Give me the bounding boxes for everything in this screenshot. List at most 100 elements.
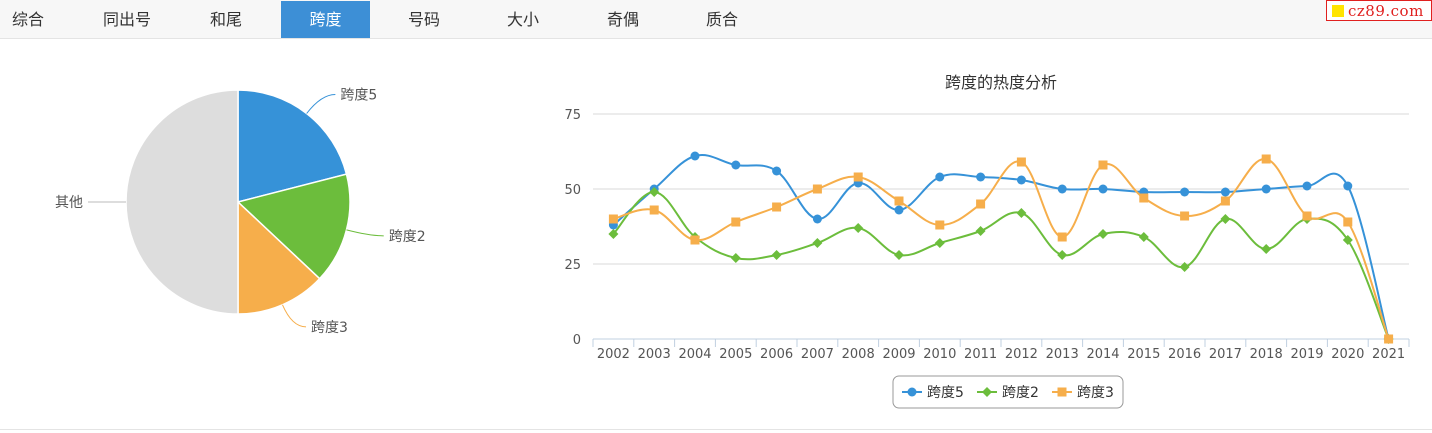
series-1-point-12[interactable] xyxy=(1098,229,1108,239)
pie-slice-2[interactable] xyxy=(237,200,321,315)
series-2-point-13[interactable] xyxy=(1139,193,1149,203)
x-tick-label-10: 2012 xyxy=(1005,347,1038,362)
series-2-point-18[interactable] xyxy=(1343,217,1353,227)
series-2-point-12[interactable] xyxy=(1098,160,1108,170)
series-line-2 xyxy=(613,157,1390,340)
tab-odd-even[interactable]: 奇偶 xyxy=(606,10,639,29)
series-1-point-0[interactable] xyxy=(608,229,619,239)
series-2-point-0[interactable] xyxy=(608,214,618,224)
tab-overview[interactable]: 综合 xyxy=(11,10,44,29)
pie-slice-3[interactable] xyxy=(125,89,239,315)
series-1-point-18[interactable] xyxy=(1342,235,1353,245)
line-chart-title: 跨度的热度分析 xyxy=(945,73,1057,92)
line-chart: 跨度的热度分析 0 25 50 75 2002 2003 2004 2005 2006 2007 20… xyxy=(564,73,1410,409)
series-1-point-14[interactable] xyxy=(1179,262,1190,272)
series-1-point-16[interactable] xyxy=(1261,244,1272,254)
series-2-point-7[interactable] xyxy=(894,196,904,206)
legend-marker-2[interactable] xyxy=(1057,387,1067,397)
pie-slice-1[interactable] xyxy=(236,173,351,280)
legend-marker-0[interactable] xyxy=(907,387,917,397)
brand-logo[interactable]: cz89.com xyxy=(1326,0,1432,21)
series-0-point-18[interactable] xyxy=(1343,181,1353,191)
series-1-point-5[interactable] xyxy=(812,238,823,248)
tab-bar: 综合 同出号 和尾 跨度 号码 大小 奇偶 质合 xyxy=(0,0,1432,39)
series-0-point-7[interactable] xyxy=(894,205,904,215)
series-0-point-17[interactable] xyxy=(1302,181,1312,191)
series-1-point-4[interactable] xyxy=(771,250,782,260)
series-2-point-16[interactable] xyxy=(1261,154,1271,164)
series-2-point-10[interactable] xyxy=(1016,157,1026,167)
legend-label-1[interactable]: 跨度2 xyxy=(1002,385,1039,401)
x-tick-label-18: 2020 xyxy=(1331,347,1364,362)
series-2-point-4[interactable] xyxy=(772,202,782,212)
series-0-point-4[interactable] xyxy=(772,166,782,176)
series-0-point-14[interactable] xyxy=(1180,187,1190,197)
y-tick-label-0: 0 xyxy=(573,333,581,348)
series-0-point-10[interactable] xyxy=(1016,175,1026,185)
y-tick-label-1: 25 xyxy=(564,258,581,273)
tab-numbers[interactable]: 号码 xyxy=(407,10,440,29)
series-0-point-2[interactable] xyxy=(690,151,700,161)
series-1-point-10[interactable] xyxy=(1016,208,1027,218)
series-2-point-2[interactable] xyxy=(690,235,700,245)
pie-connector-0 xyxy=(306,94,336,114)
series-0-point-16[interactable] xyxy=(1261,184,1271,194)
tab-same-numbers[interactable]: 同出号 xyxy=(102,10,151,29)
series-0-point-12[interactable] xyxy=(1098,184,1108,194)
series-1-point-3[interactable] xyxy=(730,253,741,263)
y-tick-label-2: 50 xyxy=(564,183,581,198)
series-2-point-3[interactable] xyxy=(731,217,741,227)
series-2-point-15[interactable] xyxy=(1220,196,1230,206)
series-1-point-1[interactable] xyxy=(649,187,660,197)
pie-label-0: 跨度5 xyxy=(340,88,377,104)
tab-span[interactable]: 跨度 xyxy=(281,1,370,38)
series-1-point-7[interactable] xyxy=(894,250,904,260)
pie-label-3: 其他 xyxy=(55,195,83,211)
legend-label-0[interactable]: 跨度5 xyxy=(927,385,964,401)
series-2-point-17[interactable] xyxy=(1302,211,1312,221)
pie-chart: 跨度5 跨度2 跨度3 其他 xyxy=(55,88,426,336)
series-0-point-9[interactable] xyxy=(976,172,986,182)
series-1-point-6[interactable] xyxy=(853,223,864,233)
series-2-point-1[interactable] xyxy=(649,205,659,215)
series-2-point-14[interactable] xyxy=(1180,211,1190,221)
pie-slice-0[interactable] xyxy=(237,89,348,203)
x-tick-label-15: 2017 xyxy=(1209,347,1242,362)
pie-label-2: 跨度3 xyxy=(311,320,348,336)
series-0-point-3[interactable] xyxy=(731,160,741,170)
x-tick-label-0: 2002 xyxy=(597,347,630,362)
x-tick-label-4: 2006 xyxy=(760,347,793,362)
series-0-point-11[interactable] xyxy=(1057,184,1067,194)
x-tick-label-17: 2019 xyxy=(1290,347,1323,362)
bottom-divider xyxy=(0,429,1432,430)
series-2-point-11[interactable] xyxy=(1057,232,1067,242)
tab-sum-tail[interactable]: 和尾 xyxy=(209,10,242,29)
series-0-point-5[interactable] xyxy=(812,214,822,224)
legend-marker-1[interactable] xyxy=(982,387,992,397)
x-tick-label-7: 2009 xyxy=(882,347,915,362)
series-1-point-8[interactable] xyxy=(934,238,945,248)
series-0-point-15[interactable] xyxy=(1220,187,1230,197)
series-0-point-8[interactable] xyxy=(935,172,945,182)
series-2-point-8[interactable] xyxy=(935,220,945,230)
series-2-point-9[interactable] xyxy=(976,199,986,209)
series-1-point-13[interactable] xyxy=(1138,232,1149,242)
x-tick-label-1: 2003 xyxy=(638,347,671,362)
tab-prime-composite[interactable]: 质合 xyxy=(705,10,738,29)
tab-big-small[interactable]: 大小 xyxy=(506,10,539,29)
legend-label-2[interactable]: 跨度3 xyxy=(1077,385,1114,401)
x-tick-label-19: 2021 xyxy=(1372,347,1405,362)
y-tick-label-3: 75 xyxy=(564,108,581,123)
x-tick-label-11: 2013 xyxy=(1046,347,1079,362)
series-line-0 xyxy=(612,154,1390,340)
series-1-point-11[interactable] xyxy=(1057,250,1068,260)
series-1-point-15[interactable] xyxy=(1220,214,1231,224)
brand-text: cz89.com xyxy=(1348,1,1424,20)
x-tick-label-6: 2008 xyxy=(842,347,875,362)
series-2-point-19[interactable] xyxy=(1384,334,1394,344)
x-tick-label-8: 2010 xyxy=(923,347,956,362)
series-2-point-5[interactable] xyxy=(812,184,822,194)
series-2-point-6[interactable] xyxy=(853,172,863,182)
series-1-point-9[interactable] xyxy=(975,226,986,236)
x-tick-label-12: 2014 xyxy=(1086,347,1119,362)
